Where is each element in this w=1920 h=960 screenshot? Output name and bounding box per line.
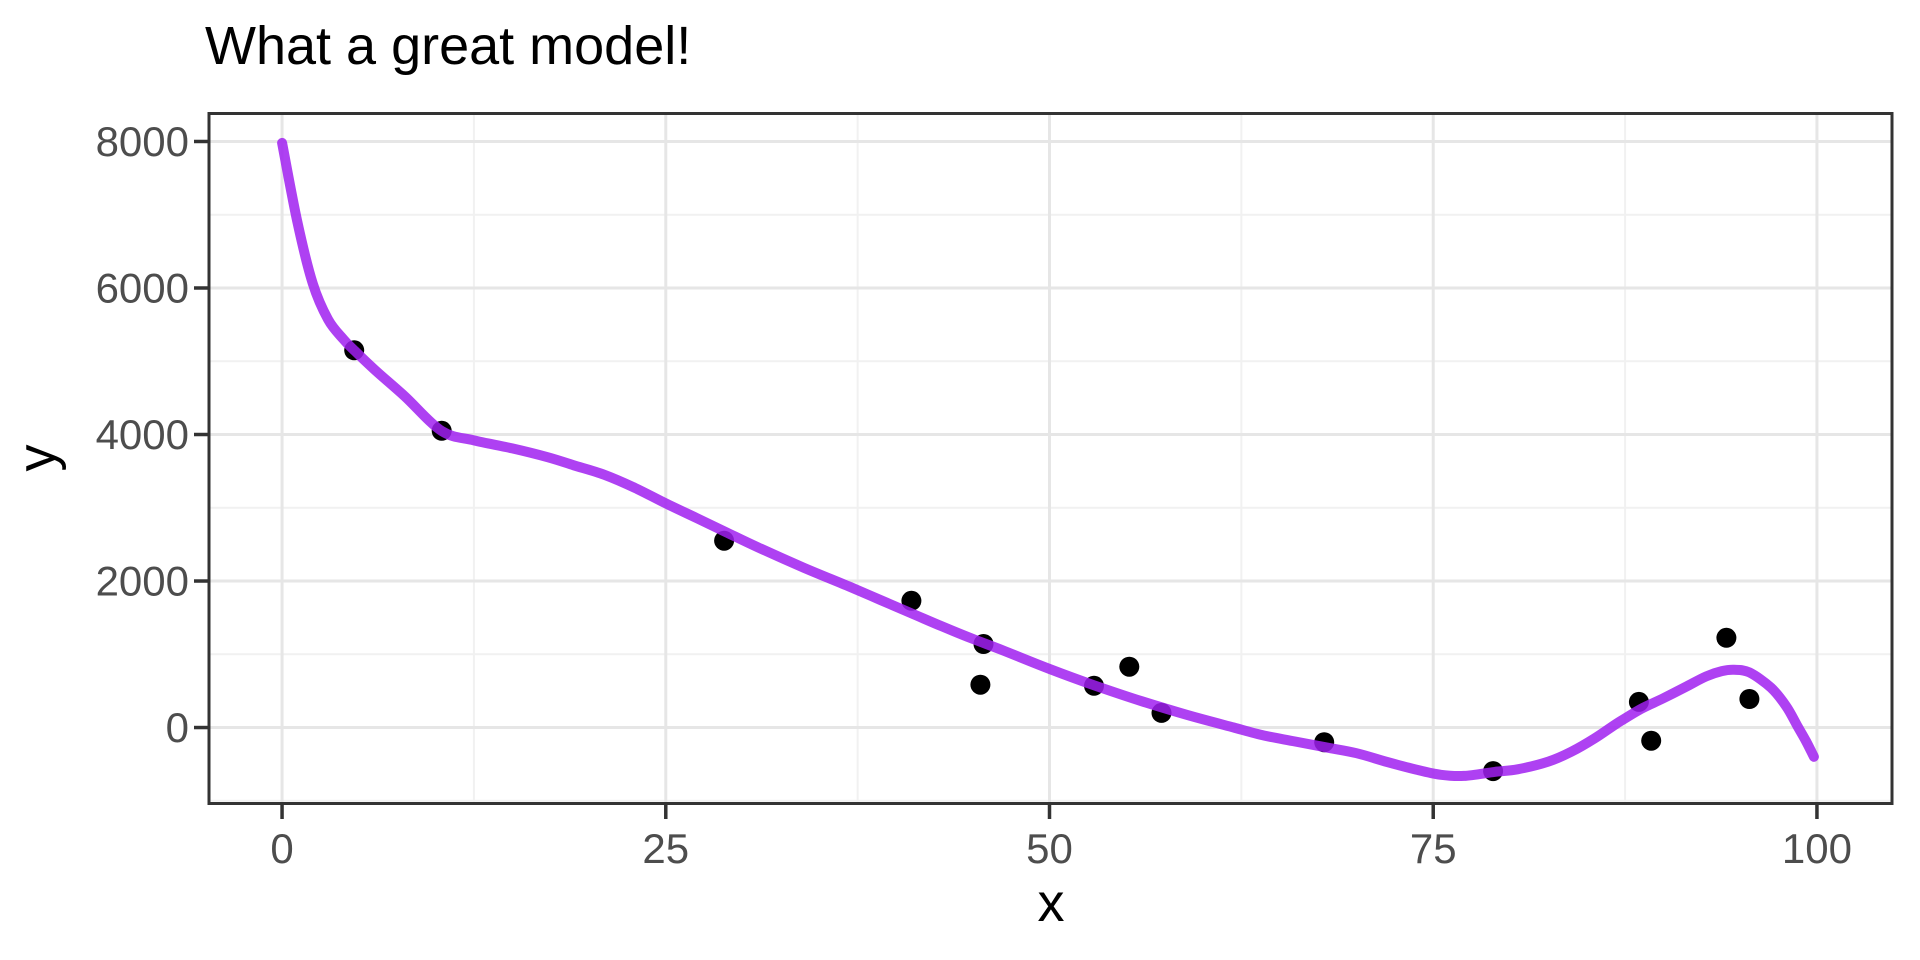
y-tick-label: 2000 <box>96 558 189 605</box>
major-gridlines <box>209 113 1892 804</box>
smooth-fit-line <box>277 137 1819 782</box>
data-point <box>1716 627 1737 648</box>
x-axis-title: x <box>1038 873 1065 933</box>
y-tick-label: 6000 <box>96 265 189 312</box>
y-tick-label: 4000 <box>96 411 189 458</box>
x-axis-tick-marks <box>280 805 1819 819</box>
data-point <box>1739 689 1760 709</box>
panel-border <box>207 112 1894 805</box>
y-axis-tick-labels: 0 2000 4000 6000 8000 <box>96 118 189 751</box>
x-tick-label: 25 <box>642 825 689 872</box>
plot-title: What a great model! <box>205 16 691 76</box>
data-point <box>1119 656 1140 677</box>
y-tick-label: 8000 <box>96 118 189 165</box>
x-axis-tick-labels: 0 25 50 75 100 <box>270 825 1852 872</box>
x-tick-label: 75 <box>1410 825 1457 872</box>
x-tick-label: 100 <box>1782 825 1852 872</box>
x-tick-label: 0 <box>270 825 293 872</box>
y-axis-tick-marks <box>194 139 208 730</box>
y-tick-label: 0 <box>166 704 189 751</box>
data-point <box>1641 730 1662 751</box>
x-tick-label: 50 <box>1026 825 1073 872</box>
data-point <box>970 674 991 695</box>
y-axis-title: y <box>7 445 67 472</box>
